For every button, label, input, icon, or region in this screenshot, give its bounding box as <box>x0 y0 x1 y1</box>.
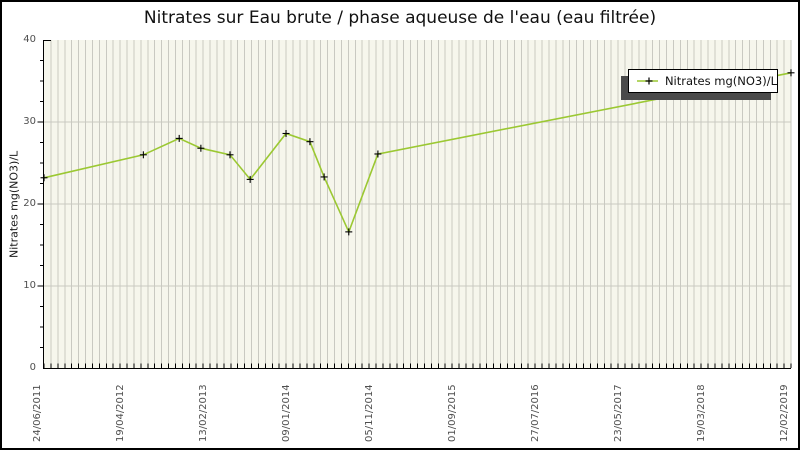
x-tick-label: 13/02/2013 <box>198 384 209 442</box>
legend-series-label: Nitrates mg(NO3)/L <box>664 74 777 88</box>
y-tick-label: 0 <box>29 362 36 373</box>
x-tick-label: 19/04/2012 <box>115 384 126 442</box>
y-tick-label: 40 <box>23 34 36 45</box>
legend-line-sample-icon <box>637 77 658 85</box>
chart-plot-area <box>37 40 795 369</box>
legend: Nitrates mg(NO3)/L <box>628 69 778 93</box>
chart-title: Nitrates sur Eau brute / phase aqueuse d… <box>143 8 657 28</box>
x-tick-label: 01/09/2015 <box>447 384 458 442</box>
y-axis-ticks <box>37 40 51 348</box>
x-tick-label: 19/03/2018 <box>696 384 707 442</box>
x-tick-label: 23/05/2017 <box>613 384 624 442</box>
series-line <box>43 72 792 235</box>
x-tick-label: 27/07/2016 <box>530 384 541 442</box>
x-tick-label: 09/01/2014 <box>281 384 292 442</box>
y-tick-label: 30 <box>23 116 36 127</box>
series-polyline <box>43 72 792 235</box>
y-tick-label: 10 <box>23 280 36 291</box>
x-axis-minor-ticks <box>43 363 792 368</box>
grid-horizontal-lines <box>44 121 791 287</box>
y-tick-label: 20 <box>23 198 36 209</box>
series-markers <box>40 69 795 236</box>
chart-canvas <box>37 40 795 368</box>
x-tick-label: 05/11/2014 <box>364 384 375 442</box>
x-tick-label: 24/06/2011 <box>32 384 43 442</box>
x-tick-label: 12/02/2019 <box>779 384 790 442</box>
